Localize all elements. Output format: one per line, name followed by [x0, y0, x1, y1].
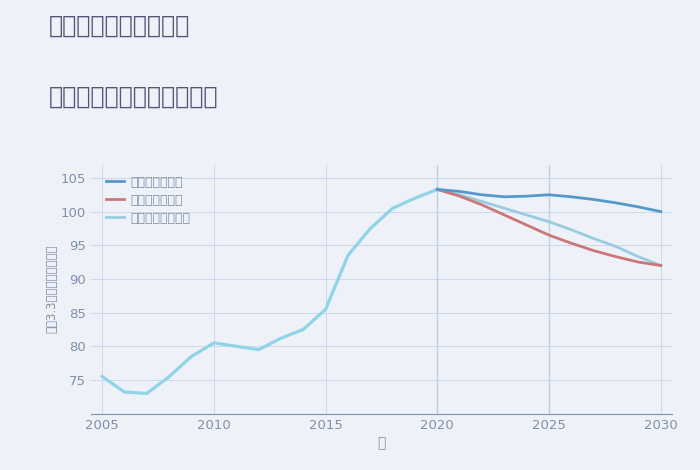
- ノーマルシナリオ: [478, 199, 486, 204]
- Text: 兵庫県姫路市大塩町の: 兵庫県姫路市大塩町の: [49, 14, 190, 38]
- バッドシナリオ: [567, 241, 575, 246]
- ノーマルシナリオ: [567, 227, 575, 233]
- ノーマルシナリオ: [522, 212, 531, 218]
- バッドシナリオ: [456, 193, 464, 199]
- ノーマルシナリオ: [545, 219, 553, 225]
- バッドシナリオ: [634, 259, 643, 265]
- Y-axis label: 平（3.3㎡）単価（万円）: 平（3.3㎡）単価（万円）: [45, 245, 58, 333]
- X-axis label: 年: 年: [377, 436, 386, 450]
- グッドシナリオ: [433, 187, 442, 192]
- グッドシナリオ: [657, 209, 665, 214]
- グッドシナリオ: [567, 194, 575, 200]
- バッドシナリオ: [522, 222, 531, 228]
- バッドシナリオ: [589, 248, 598, 253]
- ノーマルシナリオ: [433, 187, 442, 192]
- Line: グッドシナリオ: グッドシナリオ: [438, 189, 661, 212]
- バッドシナリオ: [433, 187, 442, 192]
- グッドシナリオ: [612, 200, 620, 206]
- Text: 中古マンションの価格推移: 中古マンションの価格推移: [49, 85, 218, 109]
- Line: ノーマルシナリオ: ノーマルシナリオ: [438, 189, 661, 266]
- バッドシナリオ: [500, 212, 509, 218]
- Legend: グッドシナリオ, バッドシナリオ, ノーマルシナリオ: グッドシナリオ, バッドシナリオ, ノーマルシナリオ: [103, 173, 193, 227]
- グッドシナリオ: [522, 193, 531, 199]
- グッドシナリオ: [545, 192, 553, 197]
- ノーマルシナリオ: [612, 244, 620, 250]
- ノーマルシナリオ: [500, 205, 509, 211]
- ノーマルシナリオ: [634, 254, 643, 259]
- ノーマルシナリオ: [456, 192, 464, 197]
- グッドシナリオ: [456, 188, 464, 194]
- バッドシナリオ: [545, 232, 553, 238]
- バッドシナリオ: [478, 202, 486, 208]
- バッドシナリオ: [657, 263, 665, 268]
- バッドシナリオ: [612, 254, 620, 259]
- ノーマルシナリオ: [657, 263, 665, 268]
- グッドシナリオ: [478, 192, 486, 197]
- ノーマルシナリオ: [589, 236, 598, 242]
- グッドシナリオ: [634, 204, 643, 210]
- Line: バッドシナリオ: バッドシナリオ: [438, 189, 661, 266]
- グッドシナリオ: [500, 194, 509, 200]
- グッドシナリオ: [589, 196, 598, 202]
